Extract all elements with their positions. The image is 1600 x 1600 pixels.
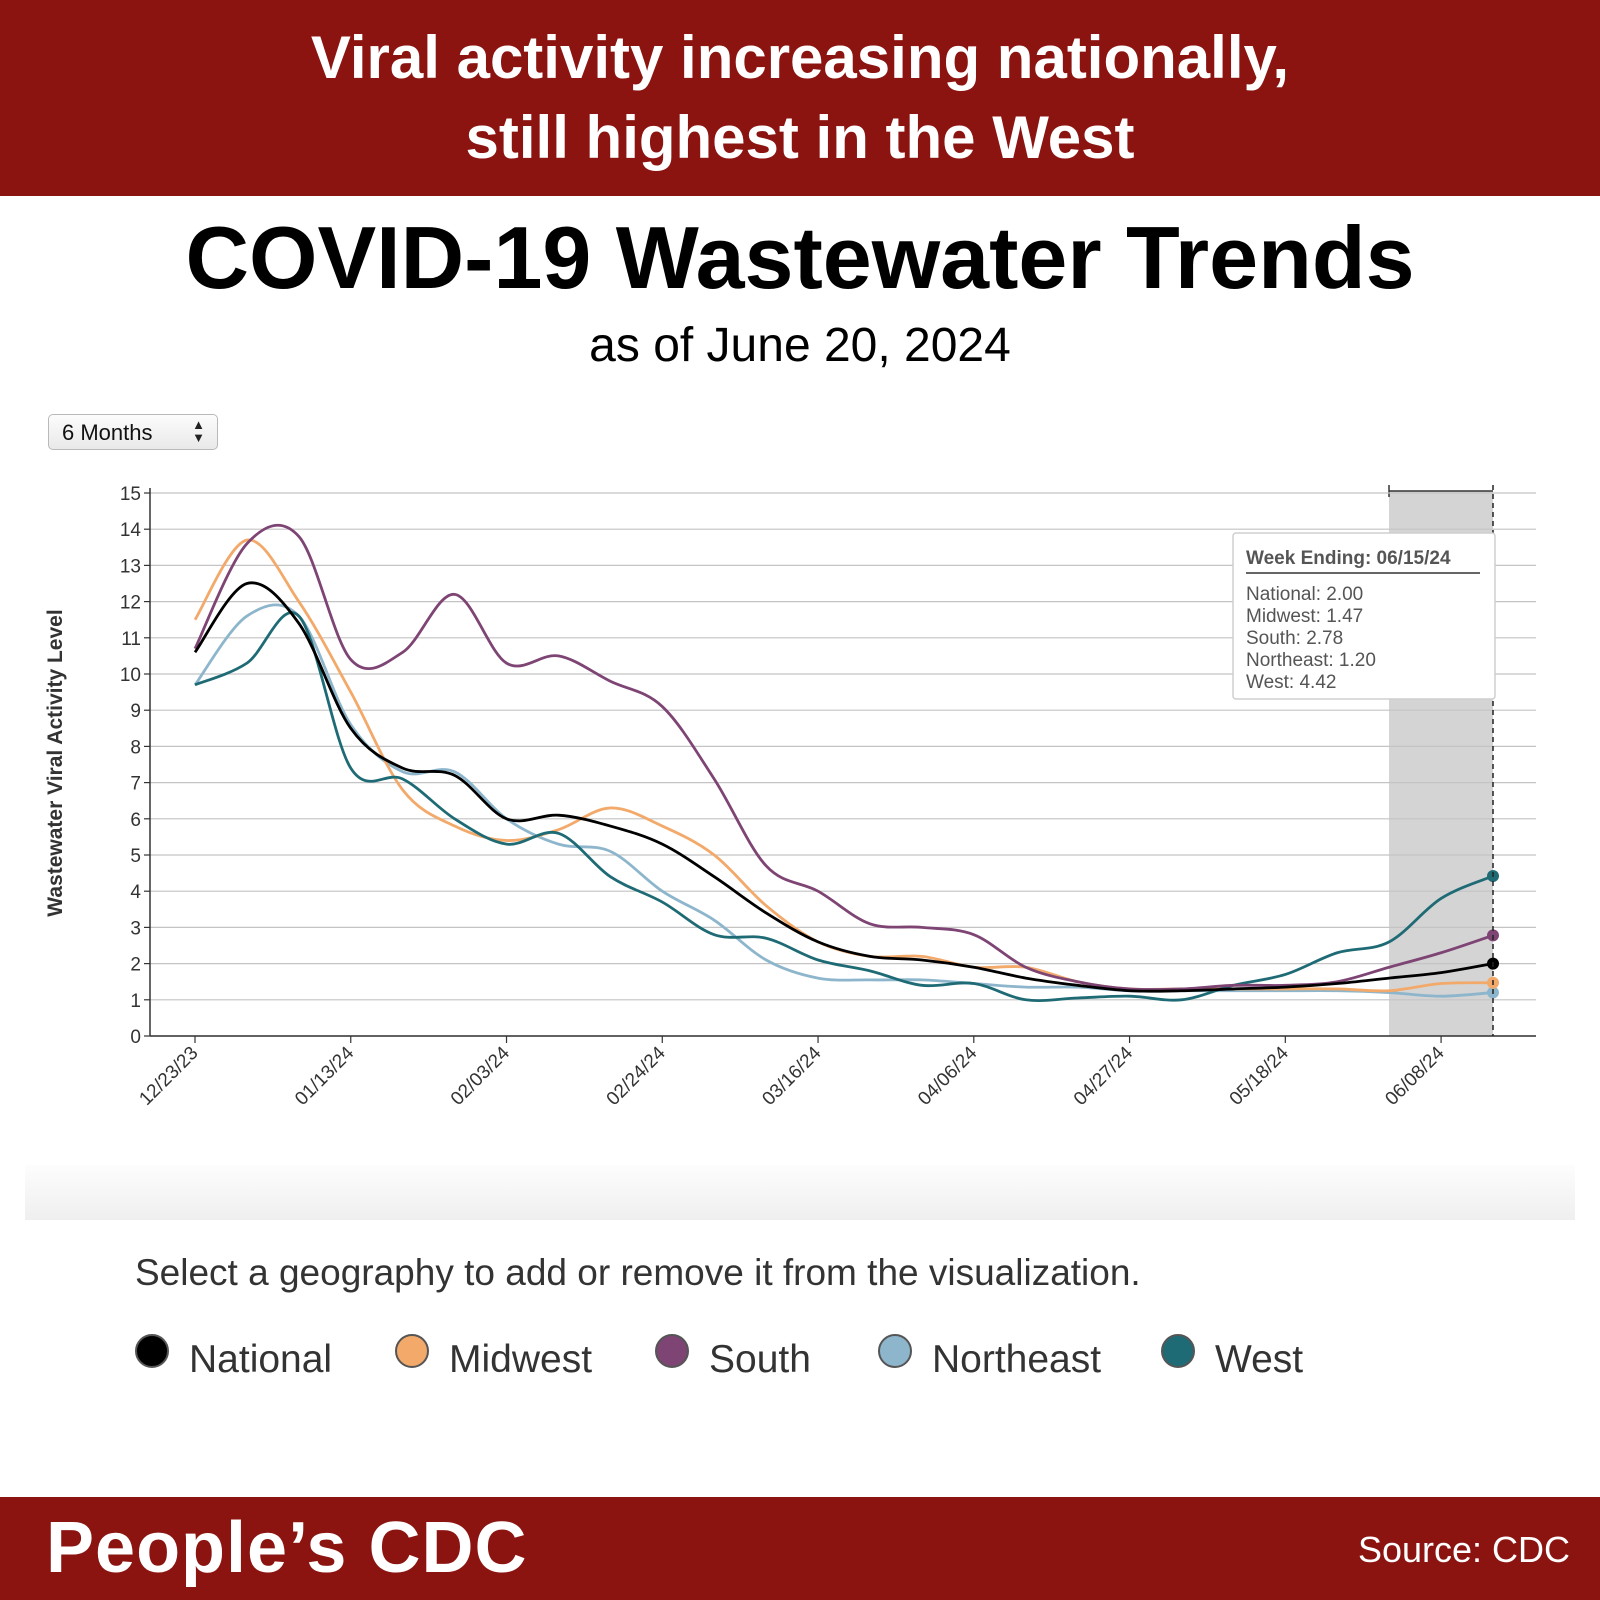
chart-panel-bottom — [25, 1165, 1575, 1220]
y-tick-label: 11 — [121, 629, 141, 650]
x-tick-label: 05/18/24 — [1226, 1042, 1293, 1109]
tooltip-row: Midwest: 1.47 — [1246, 606, 1363, 627]
chart-title: COVID-19 Wastewater Trends — [185, 208, 1415, 307]
legend-dot-icon — [655, 1334, 689, 1368]
tooltip-row: Northeast: 1.20 — [1246, 650, 1376, 671]
legend-dot-icon — [135, 1334, 169, 1368]
y-tick-label: 6 — [130, 810, 141, 831]
time-range-value: 6 Months — [62, 420, 153, 445]
x-tick-label: 12/23/23 — [135, 1043, 202, 1110]
series-line-west — [194, 611, 1494, 1003]
x-tick-label: 01/13/24 — [291, 1042, 358, 1109]
x-tick-label: 02/24/24 — [603, 1042, 670, 1109]
tooltip-row: West: 4.42 — [1246, 672, 1336, 693]
y-tick-label: 1 — [130, 991, 141, 1012]
series-line-northeast — [193, 603, 1494, 998]
footer-banner: People’s CDC Source: CDC — [0, 1497, 1600, 1600]
legend-label: West — [1215, 1338, 1304, 1381]
headline-line-1: Viral activity increasing nationally, — [310, 24, 1290, 91]
series-line-south — [193, 523, 1494, 992]
y-tick-label: 13 — [120, 556, 141, 577]
y-tick-label: 5 — [130, 846, 141, 867]
y-tick-label: 14 — [120, 520, 142, 541]
x-tick-label: 02/03/24 — [447, 1042, 514, 1109]
y-axis-label: Wastewater Viral Activity Level — [44, 609, 67, 916]
headline: Viral activity increasing nationally, st… — [0, 0, 1600, 178]
headline-line-2: still highest in the West — [465, 104, 1135, 171]
y-tick-label: 10 — [120, 665, 141, 686]
chart-area: 0 1 2 3 4 5 6 7 8 9 10 11 12 13 14 15 12/23/23 01/13/24 02… — [0, 470, 1600, 1230]
legend-dot-icon — [1161, 1334, 1195, 1368]
x-tick-label: 04/27/24 — [1070, 1042, 1137, 1109]
y-tick-label: 12 — [120, 593, 141, 614]
up-down-arrows-icon: ▲ ▼ — [192, 417, 205, 445]
tooltip-header: Week Ending: 06/15/24 — [1246, 548, 1451, 569]
y-tick-label: 2 — [130, 955, 141, 976]
y-tick-label: 0 — [130, 1027, 141, 1048]
headline-banner: Viral activity increasing nationally, st… — [0, 0, 1600, 196]
y-tick-label: 15 — [120, 484, 141, 505]
legend-dot-icon — [878, 1334, 912, 1368]
legend-dot-icon — [395, 1334, 429, 1368]
tooltip: Week Ending: 06/15/24 National: 2.00Midwe… — [1232, 532, 1496, 700]
source-credit: Source: CDC — [1357, 1529, 1570, 1570]
legend-hint: Select a geography to add or remove it f… — [135, 1252, 1141, 1293]
y-tick-label: 7 — [130, 774, 141, 795]
y-tick-label: 8 — [130, 737, 141, 758]
y-tick-label: 9 — [130, 701, 141, 722]
x-tick-label: 04/06/24 — [914, 1042, 981, 1109]
legend-label: Midwest — [449, 1338, 593, 1381]
tooltip-box — [1232, 532, 1496, 700]
tooltip-row: National: 2.00 — [1246, 584, 1363, 605]
tooltip-row: South: 2.78 — [1246, 628, 1343, 649]
legend-label: National — [189, 1338, 333, 1381]
legend-label: South — [709, 1338, 811, 1381]
time-range-select[interactable]: 6 Months ▲ ▼ — [48, 414, 218, 450]
x-tick-label: 03/16/24 — [758, 1042, 825, 1109]
chart-subtitle: as of June 20, 2024 — [589, 319, 1011, 372]
series-line-national — [193, 581, 1494, 993]
y-tick-label: 4 — [130, 882, 141, 903]
legend-label: Northeast — [932, 1338, 1102, 1381]
x-tick-label: 06/08/24 — [1381, 1042, 1448, 1109]
brand-logo-text: People’s CDC — [46, 1508, 528, 1588]
y-tick-label: 3 — [130, 918, 141, 939]
